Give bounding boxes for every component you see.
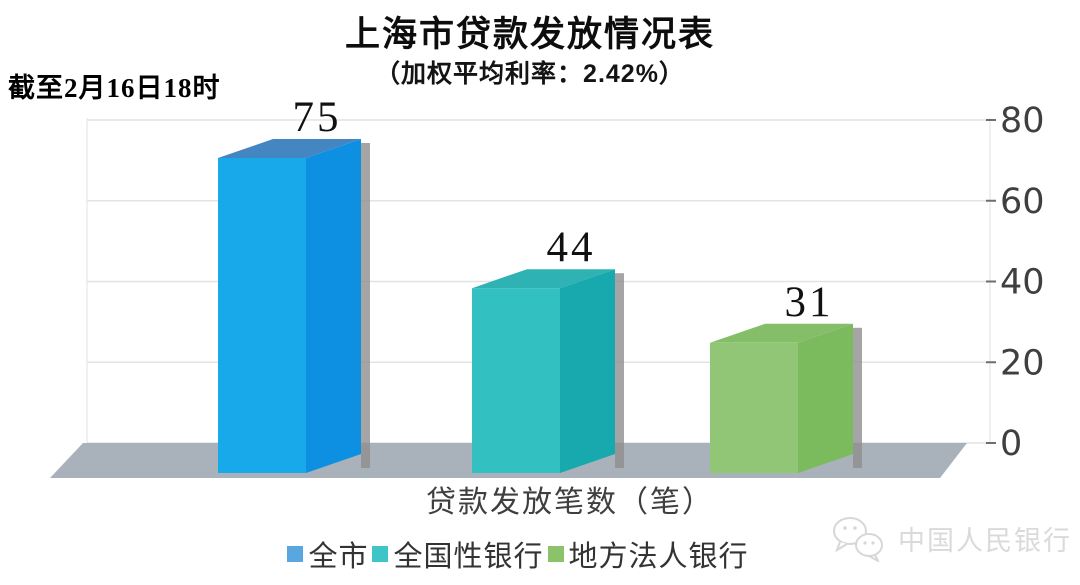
bar-value-label: 44: [547, 224, 596, 271]
legend-swatch: [372, 546, 389, 562]
bar-side-face: [798, 323, 853, 473]
bar-value-label: 75: [293, 94, 342, 141]
y-axis-tick-label: 60: [1000, 182, 1045, 222]
bar-top-face: [472, 269, 615, 289]
date-note: 截至2月16日18时: [8, 73, 221, 103]
bar-side-face: [560, 269, 615, 473]
legend-label: 地方法人银行: [568, 541, 749, 573]
bar-front-face: [218, 158, 306, 473]
x-axis-label: 贷款发放笔数（笔）: [426, 486, 714, 519]
bar-top-face: [710, 323, 853, 343]
page-title: 上海市贷款发放情况表: [344, 15, 715, 54]
y-axis-tick-label: 20: [1000, 343, 1045, 383]
legend-swatch: [287, 546, 304, 562]
bar-shadow: [853, 327, 862, 468]
y-axis-tick-label: 40: [1000, 263, 1045, 303]
legend-label: 全国性银行: [393, 541, 544, 573]
page-subtitle: （加权平均利率：2.42%）: [375, 60, 685, 88]
watermark-source-label: 中国人民银行: [898, 525, 1072, 556]
y-axis-tick-label: 80: [1000, 101, 1045, 141]
legend-swatch: [547, 546, 564, 562]
bar-shadow: [361, 143, 370, 468]
watermark: 中国人民银行: [828, 514, 1072, 562]
bar-front-face: [472, 288, 560, 473]
wechat-icon: [833, 517, 883, 562]
chart-legend: 全市 全国性银行 地方法人银行: [0, 533, 1036, 575]
legend-item: 地方法人银行: [547, 533, 749, 575]
legend-label: 全市: [308, 541, 369, 573]
legend-item: 全市: [287, 533, 368, 575]
bar-side-face: [306, 139, 361, 473]
y-axis-tick-label: 0: [1000, 424, 1022, 464]
bar-shadow: [615, 273, 624, 468]
bar-top-face: [218, 139, 361, 158]
legend-item: 全国性银行: [372, 533, 543, 575]
bar-value-label: 31: [785, 279, 834, 326]
bar-front-face: [710, 342, 798, 473]
